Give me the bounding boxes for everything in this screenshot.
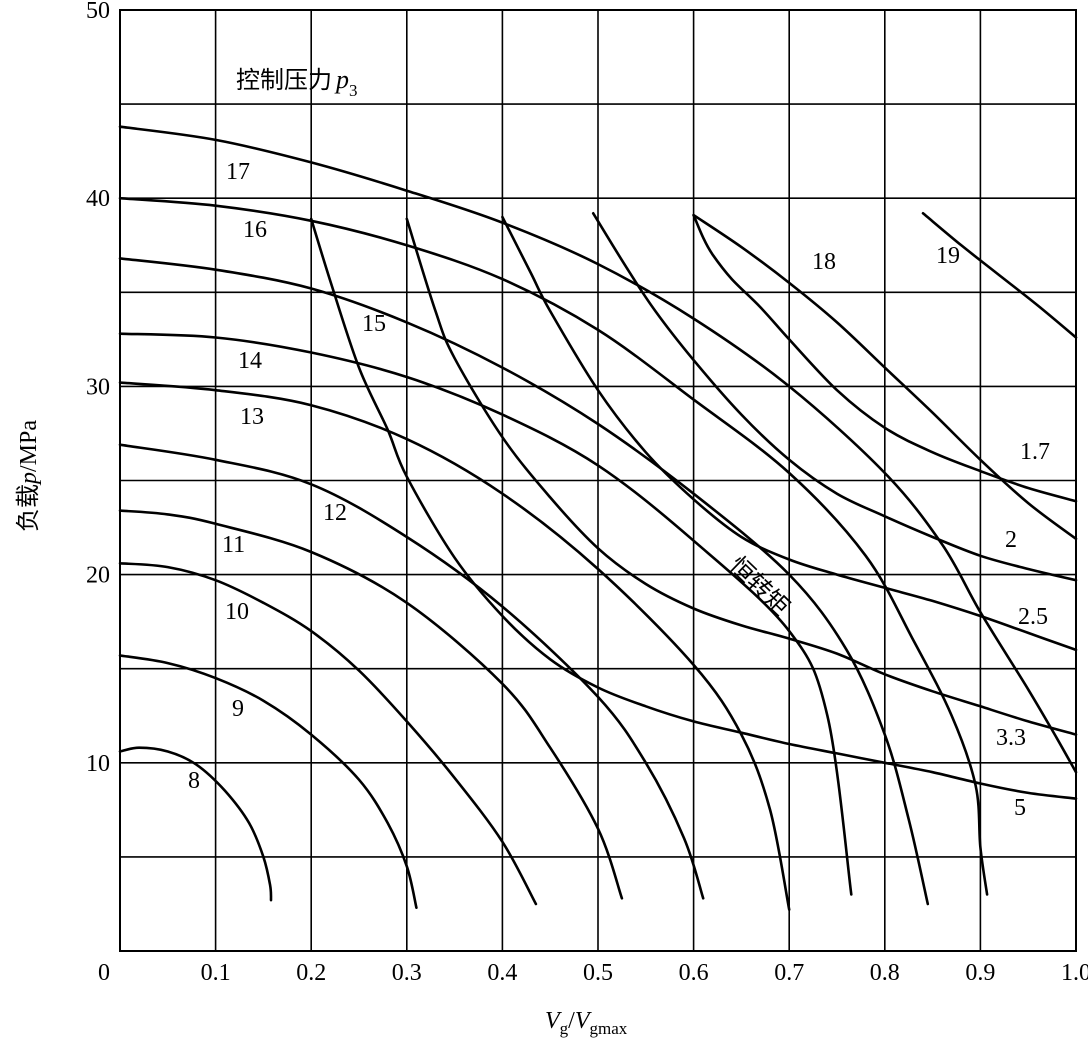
curve-label-16: 16 bbox=[243, 217, 267, 243]
y-axis-label: 负载p/MPa bbox=[14, 420, 42, 532]
curve-label-11: 11 bbox=[222, 532, 245, 558]
x-tick-label: 0 bbox=[98, 960, 110, 986]
curve-label-2: 2 bbox=[1005, 527, 1017, 553]
curve-label-1.7: 1.7 bbox=[1020, 439, 1050, 465]
constant-torque-annotation: 恒转矩 bbox=[724, 551, 795, 621]
curve-label-18: 18 bbox=[812, 249, 836, 275]
curve-label-3.3: 3.3 bbox=[996, 725, 1026, 751]
y-tick-label: 50 bbox=[86, 0, 110, 24]
curve-label-19: 19 bbox=[936, 243, 960, 269]
plot-frame bbox=[119, 9, 1077, 952]
y-tick-label: 10 bbox=[86, 751, 110, 777]
curve-label-10: 10 bbox=[225, 599, 249, 625]
control-pressure-curve-11 bbox=[118, 509, 624, 900]
control-pressure-curve-13 bbox=[118, 381, 791, 911]
control-pressure-curve-18 bbox=[692, 213, 1078, 541]
constant-torque-curve-3.3 bbox=[405, 217, 1078, 736]
y-tick-labels: 10 20 30 40 50 bbox=[86, 0, 110, 777]
constant-torque-curve-5 bbox=[309, 217, 1078, 800]
control-pressure-curve-12 bbox=[118, 443, 705, 900]
curve-label-5: 5 bbox=[1014, 795, 1026, 821]
curve-label-17: 17 bbox=[226, 159, 250, 185]
curve-label-12: 12 bbox=[323, 500, 347, 526]
y-tick-label: 40 bbox=[86, 186, 110, 212]
curve-label-15: 15 bbox=[362, 311, 386, 337]
curve-labels: 8 9 10 11 12 13 14 15 16 17 18 19 1.7 2 2.5 3.3 5 bbox=[188, 159, 1050, 821]
curve-label-9: 9 bbox=[232, 696, 244, 722]
curve-label-13: 13 bbox=[240, 404, 264, 430]
x-tick-label: 1.0 bbox=[1061, 960, 1088, 986]
x-tick-label: 0.2 bbox=[296, 960, 326, 986]
control-pressure-curve-15 bbox=[118, 257, 930, 906]
constant-torque-curve-2.5 bbox=[501, 215, 1078, 652]
control-pressure-label: 控制压力 p3 bbox=[236, 65, 358, 100]
control-pressure-curve-14 bbox=[118, 332, 853, 896]
curves bbox=[118, 125, 1078, 911]
y-tick-label: 20 bbox=[86, 563, 110, 589]
x-tick-label: 0.3 bbox=[392, 960, 422, 986]
constant-torque-curve-2 bbox=[591, 212, 1078, 582]
curve-label-14: 14 bbox=[238, 348, 262, 374]
x-axis-label: Vg/Vgmax bbox=[545, 1008, 628, 1038]
control-pressure-curve-10 bbox=[118, 562, 538, 906]
control-pressure-curve-16 bbox=[118, 196, 989, 896]
x-tick-label: 0.5 bbox=[583, 960, 613, 986]
constant-torque-curve-1.7 bbox=[692, 213, 1078, 503]
y-tick-label: 30 bbox=[86, 374, 110, 400]
x-tick-label: 0.4 bbox=[487, 960, 517, 986]
grid-lines bbox=[120, 10, 1076, 951]
control-pressure-curve-8 bbox=[118, 746, 273, 902]
control-pressure-curve-17 bbox=[118, 125, 1078, 774]
x-tick-label: 0.6 bbox=[679, 960, 709, 986]
x-tick-label: 0.8 bbox=[870, 960, 900, 986]
curve-label-2.5: 2.5 bbox=[1018, 604, 1048, 630]
x-tick-label: 0.7 bbox=[774, 960, 804, 986]
x-tick-label: 0.1 bbox=[201, 960, 231, 986]
x-tick-label: 0.9 bbox=[965, 960, 995, 986]
control-pressure-curve-19 bbox=[921, 212, 1078, 339]
curve-label-8: 8 bbox=[188, 768, 200, 794]
control-pressure-curve-9 bbox=[118, 654, 418, 909]
x-tick-labels: 0 0.1 0.2 0.3 0.4 0.5 0.6 0.7 0.8 0.9 1.0 bbox=[98, 960, 1088, 986]
